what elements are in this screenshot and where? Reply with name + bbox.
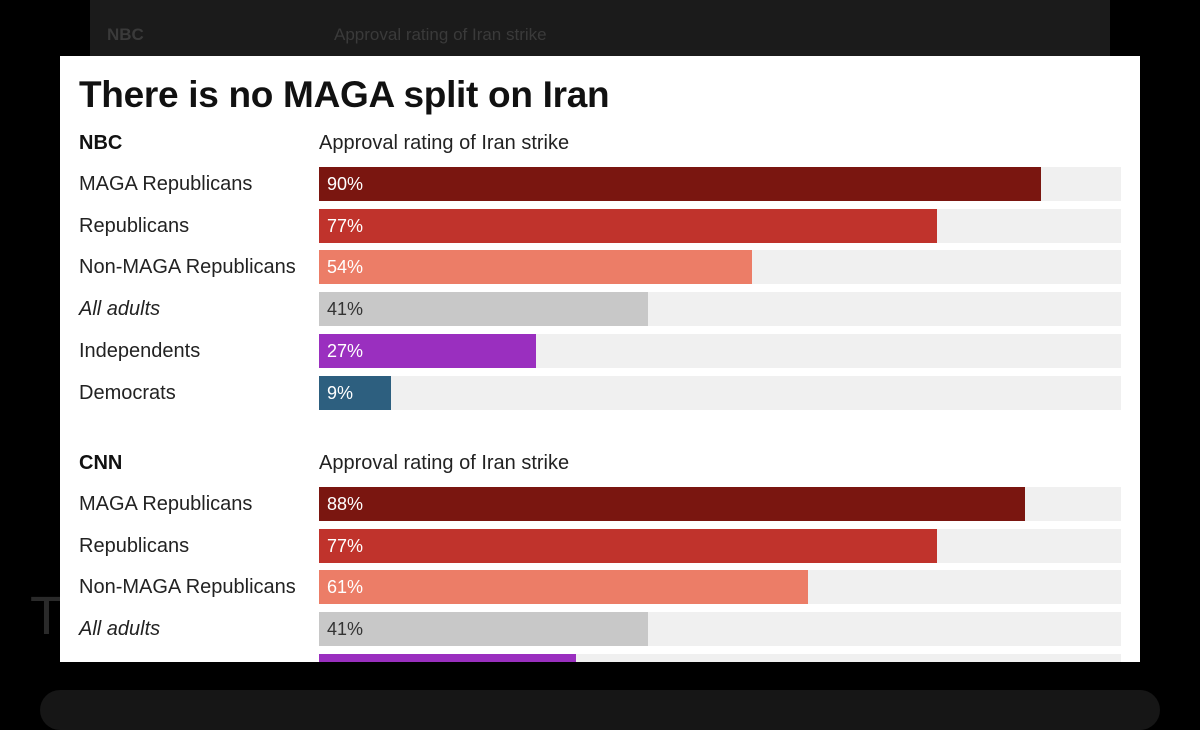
source-label: NBC: [79, 132, 123, 154]
bar-value-label: 41%: [327, 299, 364, 320]
bar-value-label: 41%: [327, 619, 364, 640]
bar-track: [319, 653, 1121, 662]
bar: 61%: [319, 570, 809, 605]
chart-card: There is no MAGA split on Iran NBC Approv…: [60, 56, 1140, 662]
bar-value-label: 54%: [327, 257, 364, 278]
category-label: MAGA Republicans: [79, 173, 253, 195]
bar-value-label: 88%: [327, 494, 364, 514]
category-label: MAGA Republicans: [79, 493, 253, 515]
bottom-input-bar: [40, 690, 1160, 730]
category-label: Non-MAGA Republicans: [79, 256, 296, 279]
bar: 41%: [319, 612, 648, 647]
category-label: Independents: [79, 339, 201, 362]
bar-value-label: 77%: [327, 215, 364, 236]
background-blurred-header: NBC Approval rating of Iran strike: [90, 0, 1110, 58]
chart-title: There is no MAGA split on Iran: [79, 74, 610, 115]
bar: 27%: [319, 333, 536, 368]
bar: 88%: [319, 487, 1025, 521]
bar-track: 88%: [319, 487, 1121, 521]
bar: 54%: [319, 250, 753, 285]
bar-track: 41%: [319, 612, 1121, 647]
bar: 41%: [319, 292, 648, 327]
bar-value-label: 90%: [327, 174, 364, 194]
chart-panels: NBC Approval rating of Iran strike MAGA Re…: [60, 56, 1140, 662]
bar-value-label: 27%: [327, 340, 364, 361]
bar: 90%: [319, 167, 1041, 201]
category-label: Republicans: [79, 534, 190, 557]
background-source-label: NBC: [107, 25, 144, 44]
bar: 77%: [319, 528, 937, 563]
source-label: CNN: [79, 452, 123, 474]
bar: 9%: [319, 375, 392, 410]
bar-value-label: 9%: [327, 382, 354, 403]
column-title: Approval rating of Iran strike: [319, 452, 570, 474]
bar-track: 27%: [319, 333, 1121, 368]
category-label: All adults: [79, 618, 161, 641]
background-subtitle: Approval rating of Iran strike: [334, 25, 547, 44]
bar-value-label: 77%: [327, 535, 364, 556]
bar-track: 77%: [319, 208, 1121, 243]
category-label: Democrats: [79, 381, 176, 404]
category-label: Non-MAGA Republicans: [79, 576, 296, 599]
bar: 77%: [319, 208, 937, 243]
bar-track: 90%: [319, 167, 1121, 201]
bar: [319, 653, 576, 662]
bar-track: 54%: [319, 250, 1121, 285]
category-label: All adults: [79, 298, 161, 321]
column-title: Approval rating of Iran strike: [319, 132, 570, 154]
category-label: Republicans: [79, 214, 190, 237]
background-letter: T: [30, 586, 63, 646]
bar-track: 77%: [319, 528, 1121, 563]
bar-track: 9%: [319, 375, 1121, 410]
bar-value-label: 61%: [327, 577, 364, 598]
bar-track: 41%: [319, 292, 1121, 327]
bar-track: 61%: [319, 570, 1121, 605]
